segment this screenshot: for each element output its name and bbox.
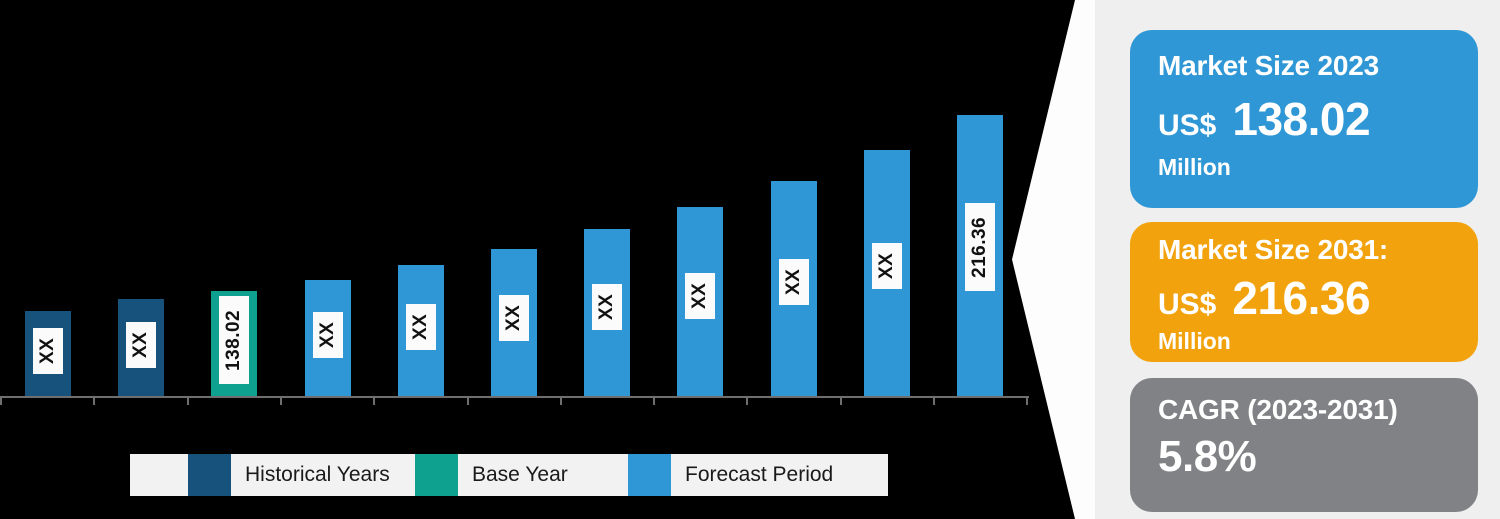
axis-tick (933, 398, 935, 405)
bar-value-label: XX (592, 284, 622, 330)
bar-value-label: XX (872, 243, 902, 289)
legend-swatch (628, 454, 671, 496)
bar-value-label: XX (779, 259, 809, 305)
chart-legend: Historical Years Base Year Forecast Period (130, 454, 888, 496)
bar-value-label: XX (406, 304, 436, 350)
axis-tick (93, 398, 95, 405)
card-value-line: US$ 216.36 (1158, 271, 1450, 325)
card-title: CAGR (2023-2031) (1158, 394, 1398, 425)
axis-tick (1026, 398, 1028, 405)
axis-tick (0, 398, 2, 405)
unit-label: Million (1158, 154, 1231, 180)
legend-item-base-year: Base Year (415, 454, 568, 496)
axis-tick (280, 398, 282, 405)
currency-prefix: US$ (1158, 109, 1217, 142)
bar-value-label: 216.36 (965, 203, 995, 291)
bar-value-label: XX (499, 295, 529, 341)
axis-tick (560, 398, 562, 405)
axis-tick (840, 398, 842, 405)
axis-tick (373, 398, 375, 405)
cagr-card: CAGR (2023-2031) 5.8% (1130, 378, 1478, 512)
value-number: 216.36 (1232, 272, 1371, 324)
x-axis-line (0, 396, 1029, 398)
market-size-2031-card: Market Size 2031: US$ 216.36 Million (1130, 222, 1478, 362)
legend-swatch (188, 454, 231, 496)
axis-tick (187, 398, 189, 405)
currency-prefix: US$ (1158, 288, 1217, 321)
bar-value-label: XX (33, 328, 63, 374)
axis-tick (653, 398, 655, 405)
cagr-value: 5.8% (1158, 432, 1257, 481)
bar-value-label: XX (313, 312, 343, 358)
card-title: Market Size 2023 (1158, 50, 1379, 81)
value-number: 138.02 (1232, 93, 1371, 145)
bar-value-label: 138.02 (219, 296, 249, 384)
legend-label: Historical Years (245, 463, 390, 486)
legend-item-forecast-period: Forecast Period (628, 454, 833, 496)
card-value-line: US$ 138.02 (1158, 92, 1450, 146)
axis-tick (467, 398, 469, 405)
card-title: Market Size 2031: (1158, 234, 1389, 265)
unit-label: Million (1158, 328, 1231, 354)
bar-value-label: XX (685, 273, 715, 319)
legend-item-historical-years: Historical Years (188, 454, 390, 496)
legend-swatch (415, 454, 458, 496)
legend-label: Base Year (472, 463, 568, 486)
summary-panel: Market Size 2023 US$ 138.02 Million Marke… (1095, 0, 1500, 519)
market-size-2023-card: Market Size 2023 US$ 138.02 Million (1130, 30, 1478, 208)
bar-chart: XX XX 138.02 XX XX XX XX XX XX XX 216.36 (0, 115, 1029, 405)
legend-label: Forecast Period (685, 463, 834, 486)
bar-value-label: XX (126, 322, 156, 368)
axis-tick (746, 398, 748, 405)
